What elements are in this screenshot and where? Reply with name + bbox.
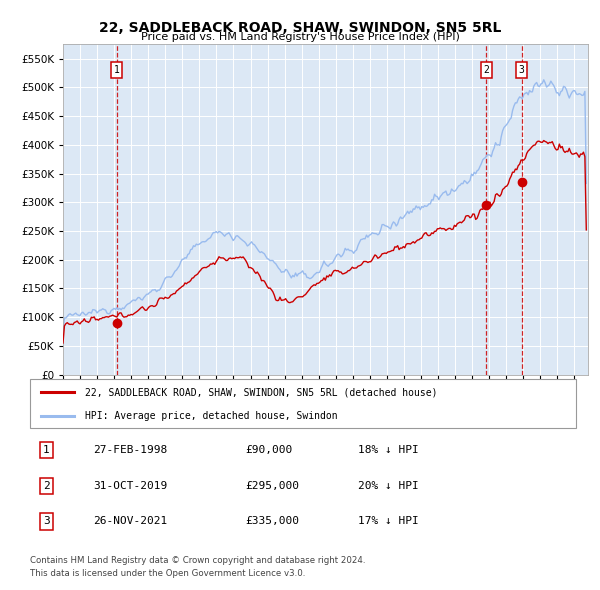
Text: £90,000: £90,000 <box>245 445 293 455</box>
Text: 20% ↓ HPI: 20% ↓ HPI <box>358 481 418 491</box>
FancyBboxPatch shape <box>30 379 576 428</box>
Text: 1: 1 <box>43 445 50 455</box>
Text: This data is licensed under the Open Government Licence v3.0.: This data is licensed under the Open Gov… <box>30 569 305 578</box>
Text: 18% ↓ HPI: 18% ↓ HPI <box>358 445 418 455</box>
Text: 2: 2 <box>484 65 489 75</box>
Text: Contains HM Land Registry data © Crown copyright and database right 2024.: Contains HM Land Registry data © Crown c… <box>30 556 365 565</box>
Text: 22, SADDLEBACK ROAD, SHAW, SWINDON, SN5 5RL: 22, SADDLEBACK ROAD, SHAW, SWINDON, SN5 … <box>99 21 501 35</box>
Text: 27-FEB-1998: 27-FEB-1998 <box>93 445 167 455</box>
Text: 17% ↓ HPI: 17% ↓ HPI <box>358 516 418 526</box>
Text: 3: 3 <box>43 516 50 526</box>
Text: 22, SADDLEBACK ROAD, SHAW, SWINDON, SN5 5RL (detached house): 22, SADDLEBACK ROAD, SHAW, SWINDON, SN5 … <box>85 388 437 398</box>
Text: 2: 2 <box>43 481 50 491</box>
Text: Price paid vs. HM Land Registry's House Price Index (HPI): Price paid vs. HM Land Registry's House … <box>140 32 460 42</box>
Text: 26-NOV-2021: 26-NOV-2021 <box>93 516 167 526</box>
Text: HPI: Average price, detached house, Swindon: HPI: Average price, detached house, Swin… <box>85 411 337 421</box>
Text: £335,000: £335,000 <box>245 516 299 526</box>
Text: £295,000: £295,000 <box>245 481 299 491</box>
Text: 3: 3 <box>518 65 524 75</box>
Text: 1: 1 <box>114 65 119 75</box>
Text: 31-OCT-2019: 31-OCT-2019 <box>93 481 167 491</box>
